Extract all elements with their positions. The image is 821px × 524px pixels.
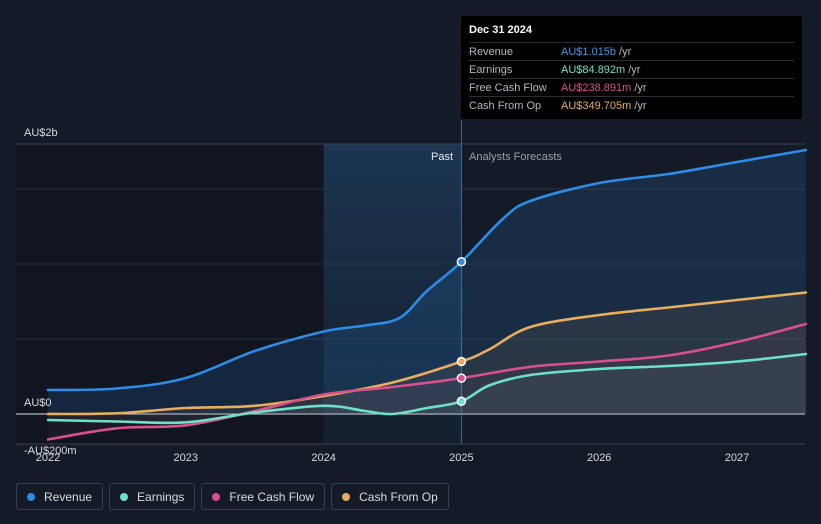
series-marker-revenue — [456, 257, 467, 267]
tooltip-label: Earnings — [469, 63, 513, 76]
tooltip-label: Free Cash Flow — [469, 81, 547, 94]
y-tick-label: AU$2b — [24, 127, 58, 139]
legend: Revenue Earnings Free Cash Flow Cash Fro… — [16, 483, 449, 510]
legend-item-revenue[interactable]: Revenue — [16, 483, 104, 510]
tooltip-unit: /yr — [619, 45, 632, 58]
tooltip-row-earnings: Earnings AU$84.892m /yr — [469, 60, 794, 78]
tooltip-unit: /yr — [628, 63, 641, 76]
x-tick-label: 2027 — [725, 452, 749, 464]
x-tick-label: 2024 — [311, 452, 335, 464]
series-line-earnings — [46, 352, 808, 425]
tooltip-date: Dec 31 2024 — [469, 24, 532, 36]
tooltip-label: Revenue — [469, 45, 514, 58]
legend-item-earnings[interactable]: Earnings — [109, 483, 196, 510]
x-tick-label: 2022 — [36, 452, 60, 464]
tooltip-value: AU$349.705m — [561, 99, 632, 112]
tooltip-label: Cash From Op — [469, 99, 542, 112]
tooltip-value: AU$238.891m — [561, 81, 632, 94]
legend-label: Earnings — [137, 489, 185, 504]
series-line-free-cash-flow — [46, 322, 808, 441]
series-line-revenue — [46, 148, 808, 392]
tooltip-row-revenue: Revenue AU$1.015b /yr — [469, 42, 794, 60]
series-area-free-cash-flow — [48, 324, 806, 440]
legend-item-free-cash-flow[interactable]: Free Cash Flow — [201, 483, 326, 510]
marker-layer — [456, 257, 467, 406]
legend-label: Revenue — [44, 489, 93, 504]
x-tick-label: 2023 — [174, 452, 198, 464]
tooltip-row-cash-from-op: Cash From Op AU$349.705m /yr — [469, 96, 794, 114]
legend-item-cash-from-op[interactable]: Cash From Op — [331, 483, 449, 510]
tooltip-panel: Dec 31 2024 Revenue AU$1.015b /yr Earnin… — [461, 16, 802, 119]
plot-highlight-past-year — [323, 144, 462, 444]
y-tick-label: AU$0 — [24, 397, 52, 409]
series-marker-free-cash-flow — [456, 373, 467, 383]
y-tick-label: -AU$200m — [24, 445, 77, 457]
legend-label: Free Cash Flow — [229, 489, 315, 504]
tooltip-row-free-cash-flow: Free Cash Flow AU$238.891m /yr — [469, 78, 794, 96]
series-area-cash-from-op — [48, 292, 806, 414]
tooltip-value: AU$84.892m — [561, 63, 626, 76]
area-layer — [48, 150, 806, 440]
series-area-revenue — [48, 150, 806, 414]
tooltip-unit: /yr — [634, 81, 647, 94]
series-area-earnings — [48, 354, 806, 423]
series-marker-cash-from-op — [456, 356, 467, 367]
legend-dot-icon — [27, 492, 35, 501]
x-tick-label: 2026 — [587, 452, 611, 464]
legend-dot-icon — [120, 492, 129, 501]
tooltip-value: AU$1.015b — [561, 45, 617, 58]
label-layer: Past Analysts Forecasts AU$2b AU$0 -AU$200… — [24, 127, 749, 464]
x-tick-label: 2025 — [449, 452, 473, 464]
series-marker-earnings — [456, 396, 467, 406]
past-region-label: Past — [431, 151, 453, 163]
forecast-region-label: Analysts Forecasts — [469, 151, 562, 163]
grid-layer — [16, 120, 805, 445]
legend-dot-icon — [212, 492, 221, 501]
tooltip-unit: /yr — [634, 99, 647, 112]
legend-label: Cash From Op — [359, 489, 438, 504]
legend-dot-icon — [342, 492, 351, 501]
